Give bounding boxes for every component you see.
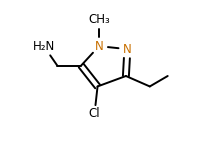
Text: H₂N: H₂N [33, 40, 55, 53]
Text: N: N [123, 43, 132, 56]
Text: CH₃: CH₃ [88, 13, 110, 26]
Text: Cl: Cl [89, 107, 100, 120]
Text: N: N [95, 40, 103, 53]
